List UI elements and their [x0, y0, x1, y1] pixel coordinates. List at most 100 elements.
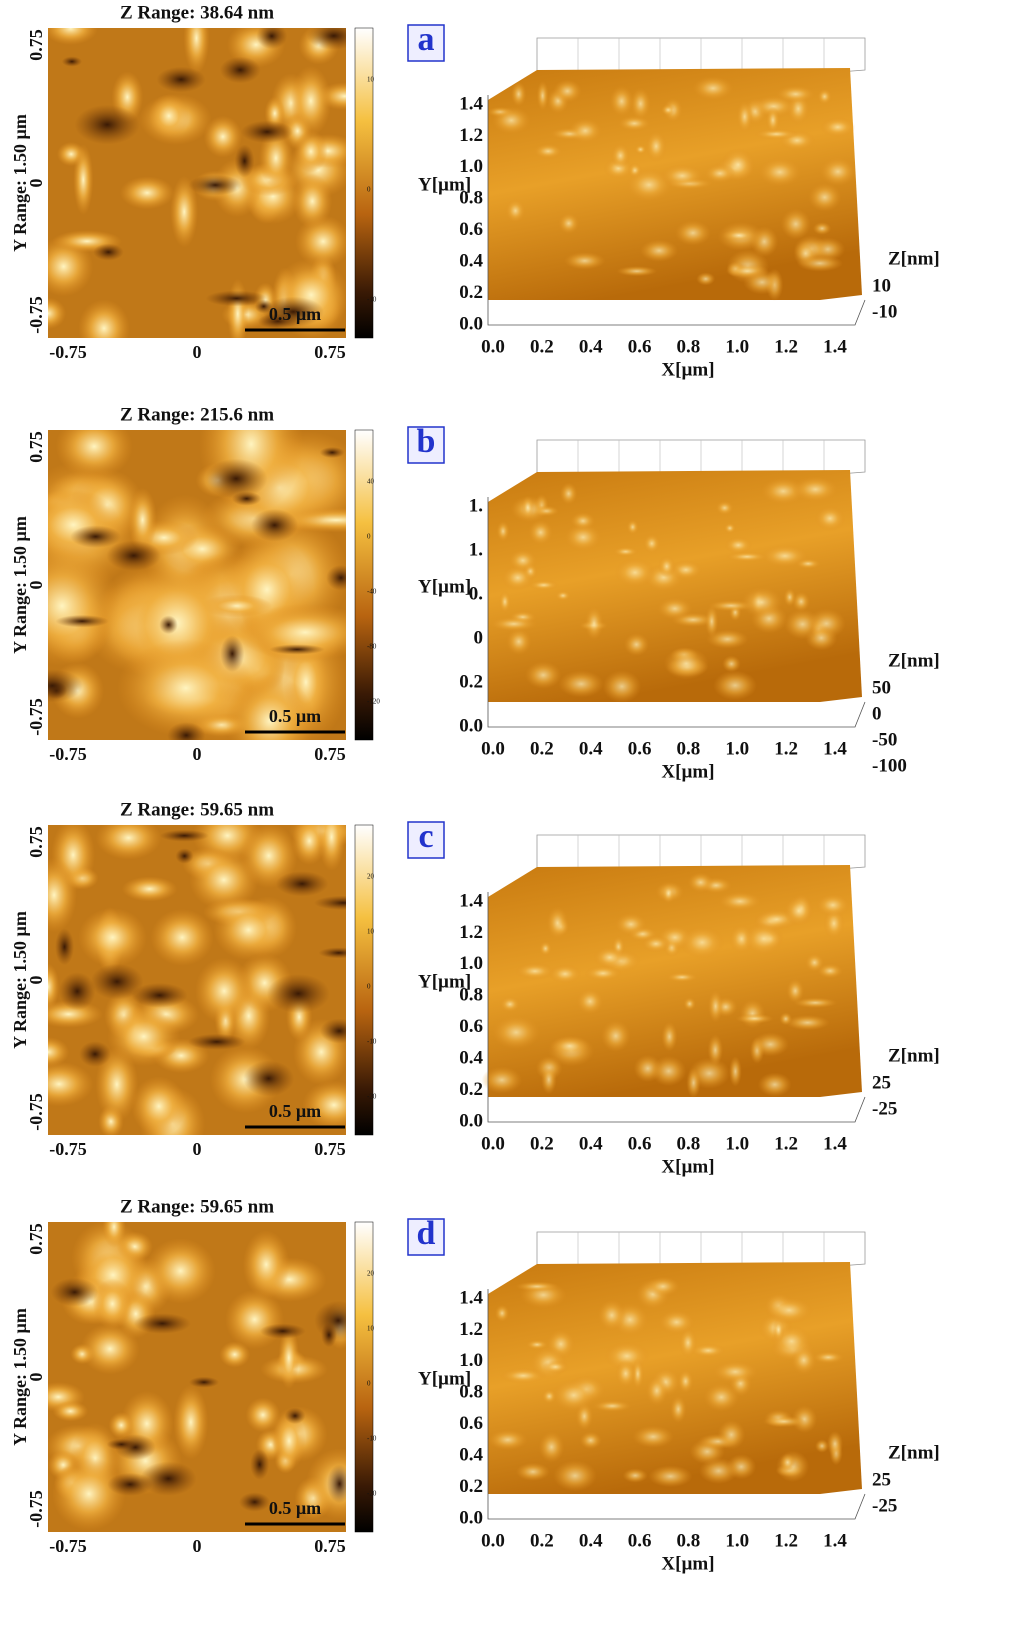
surface-bump — [542, 1360, 569, 1374]
colorbar-tick-label: -20 — [367, 1093, 377, 1101]
x-axis-label-3d: X[µm] — [661, 1553, 714, 1574]
y-tick-label: 0 — [26, 976, 46, 985]
colorbar-tick-label: -10 — [367, 296, 377, 304]
surface-bump — [646, 1376, 668, 1406]
surface-bump — [827, 1431, 843, 1456]
x3d-tick-label: 0.2 — [530, 1133, 554, 1154]
x-tick-label: 0.75 — [314, 1536, 346, 1556]
surface-bump — [528, 520, 553, 546]
pit — [160, 830, 209, 842]
surface-bump — [505, 199, 525, 223]
surface-bump — [615, 558, 656, 588]
colorbar-tick-label: -20 — [367, 1490, 377, 1498]
colorbar-tick-label: 10 — [367, 1325, 375, 1333]
pit — [241, 121, 293, 144]
colorbar-tick-label: -40 — [367, 588, 377, 596]
pit — [285, 1408, 306, 1425]
colorbar — [355, 1222, 373, 1532]
pit — [55, 928, 74, 965]
x3d-tick-label: 1.0 — [725, 738, 749, 759]
surface-bump — [784, 588, 796, 606]
y3d-tick-label: 0.4 — [459, 1445, 483, 1466]
surface-bump — [553, 1460, 597, 1491]
x-tick-label: -0.75 — [49, 1139, 87, 1159]
y3d-tick-label: 0.2 — [459, 671, 483, 692]
pit — [320, 447, 345, 458]
surface-bump — [564, 252, 605, 270]
x3d-tick-label: 0.4 — [579, 1530, 603, 1551]
pit — [269, 644, 325, 654]
y-tick-label: 0.75 — [26, 29, 46, 61]
surface-bump — [776, 85, 816, 103]
pit — [62, 56, 82, 66]
pit — [189, 1377, 219, 1388]
surface-bump — [553, 79, 582, 102]
surface-bump — [696, 272, 715, 285]
colorbar-tick-label: 0 — [367, 983, 371, 991]
surface-bump — [496, 521, 509, 542]
surface-bump — [593, 946, 626, 968]
colorbar-tick-label: -10 — [367, 1435, 377, 1443]
z3d-tick-label: 10 — [872, 275, 891, 296]
pit — [106, 541, 161, 571]
pit — [250, 1449, 269, 1480]
x3d-tick-label: 0.0 — [481, 738, 505, 759]
z3d-tick-label: -50 — [872, 729, 897, 750]
y3d-tick-label: 0.4 — [459, 1048, 483, 1069]
surface-bump — [515, 1281, 558, 1291]
grain — [292, 174, 332, 229]
pit — [21, 669, 83, 702]
surface-bump — [675, 220, 711, 245]
surface-bump — [560, 483, 578, 505]
scale-bar-label: 0.5 µm — [269, 1101, 321, 1121]
surface-bump — [611, 143, 630, 168]
z3d-tick-label: 25 — [872, 1469, 891, 1490]
surface-bump — [726, 552, 769, 562]
surface-bump — [763, 1416, 806, 1428]
surface-bump — [576, 988, 603, 1014]
x-tick-label: 0.75 — [314, 1139, 346, 1159]
x-axis-label-3d: X[µm] — [661, 359, 714, 380]
surface-bump — [627, 519, 639, 534]
y-axis-label-3d: Y[µm] — [418, 1368, 471, 1389]
pit — [318, 947, 359, 958]
pit — [251, 509, 298, 542]
colorbar-tick-label: 20 — [367, 1270, 375, 1278]
surface-bump — [570, 512, 595, 530]
x3d-tick-label: 0.4 — [579, 1133, 603, 1154]
pit — [134, 1313, 191, 1334]
z-range-title: Z Range: 215.6 nm — [120, 404, 274, 425]
surface-bump — [704, 164, 736, 183]
surface-bump — [539, 1432, 565, 1463]
colorbar-tick-label: 0 — [367, 1380, 371, 1388]
surface-bump — [688, 872, 714, 892]
surface-bump — [670, 1395, 686, 1423]
panel-letter: c — [418, 818, 433, 855]
x3d-tick-label: 0.2 — [530, 738, 554, 759]
colorbar-tick-label: 40 — [367, 478, 375, 486]
surface-bump — [537, 81, 549, 111]
panel-letter: b — [417, 423, 436, 460]
surface-bump — [552, 1379, 595, 1412]
pit — [205, 459, 268, 499]
surface-bump — [716, 501, 734, 515]
x3d-tick-label: 0.4 — [579, 738, 603, 759]
surface-bump — [541, 1065, 557, 1094]
z3d-tick-label: -25 — [872, 1098, 897, 1119]
surface-bump — [713, 671, 757, 701]
grain — [31, 857, 77, 932]
x3d-tick-label: 0.8 — [677, 738, 701, 759]
grain — [214, 900, 284, 961]
surface-bump — [779, 1012, 792, 1025]
surface-bump — [736, 100, 753, 133]
surface-bump — [616, 266, 657, 276]
pit — [51, 1278, 98, 1307]
pit — [307, 22, 361, 50]
x3d-tick-label: 0.6 — [628, 336, 652, 357]
pit — [93, 244, 124, 261]
pit — [220, 57, 261, 84]
grain — [318, 803, 345, 871]
surface-bump — [820, 117, 855, 137]
panel: Z Range: 59.65 nm0.5 µmY Range: 1.50 µm0… — [10, 799, 940, 1177]
x3d-tick-label: 1.4 — [823, 1530, 847, 1551]
